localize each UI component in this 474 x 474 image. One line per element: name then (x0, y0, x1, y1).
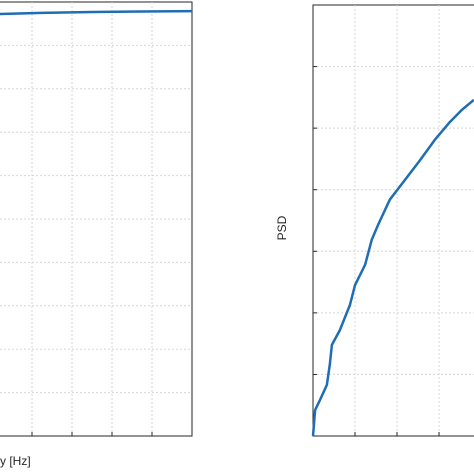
axes-box (312, 4, 474, 437)
data-line (311, 98, 474, 437)
y-axis-label: PSD (275, 215, 289, 240)
axes-box (0, 1, 193, 437)
data-line (0, 9, 193, 16)
x-axis-label: y [Hz] (0, 454, 31, 468)
